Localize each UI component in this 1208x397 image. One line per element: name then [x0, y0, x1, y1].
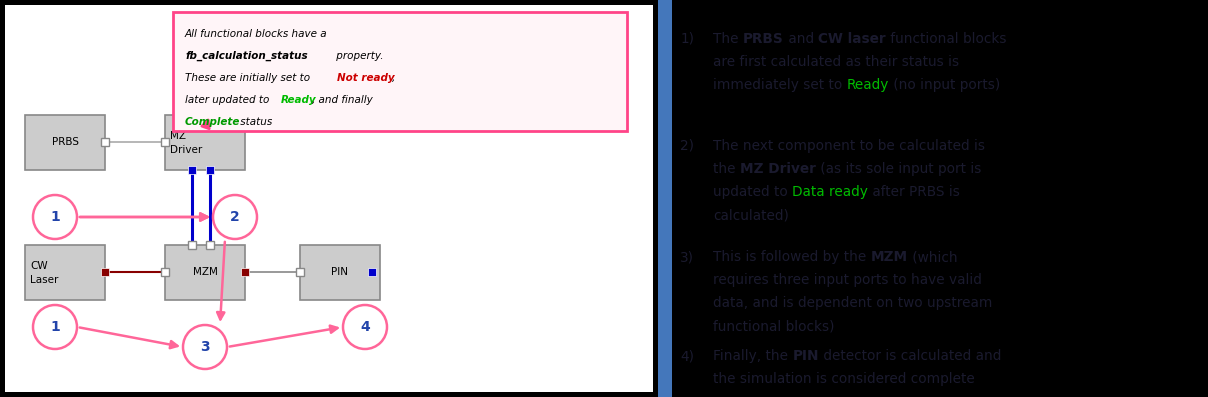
Text: 3: 3 [201, 340, 210, 354]
Text: PIN: PIN [792, 349, 819, 363]
Text: 4): 4) [680, 349, 695, 363]
Bar [188, 241, 196, 249]
Text: MZM: MZM [192, 267, 217, 277]
Text: Complete: Complete [185, 117, 240, 127]
Text: This is followed by the: This is followed by the [713, 250, 871, 264]
Text: are first calculated as their status is: are first calculated as their status is [713, 55, 959, 69]
Text: functional blocks: functional blocks [887, 32, 1006, 46]
Bar [300, 245, 381, 299]
Text: MZM: MZM [871, 250, 908, 264]
Text: CW: CW [30, 261, 47, 271]
Text: the: the [713, 162, 741, 176]
Text: Ready: Ready [847, 78, 889, 92]
Bar [101, 138, 109, 146]
Text: (which: (which [908, 250, 958, 264]
Bar [101, 268, 109, 276]
Bar [165, 245, 245, 299]
Bar [296, 268, 304, 276]
Bar [188, 166, 196, 173]
Bar [368, 268, 376, 276]
Text: The next component to be calculated is: The next component to be calculated is [713, 139, 986, 153]
Text: (no input ports): (no input ports) [889, 78, 1000, 92]
Text: ,: , [393, 73, 395, 83]
Circle shape [213, 195, 257, 239]
Text: data, and is dependent on two upstream: data, and is dependent on two upstream [713, 296, 993, 310]
Bar [25, 245, 105, 299]
Text: PRBS: PRBS [52, 137, 79, 147]
Text: Laser: Laser [30, 275, 58, 285]
Text: the simulation is considered complete: the simulation is considered complete [713, 372, 975, 386]
Bar [161, 138, 169, 146]
Bar [165, 114, 245, 170]
Text: , and finally: , and finally [312, 95, 373, 105]
Text: 1: 1 [50, 210, 60, 224]
FancyBboxPatch shape [173, 12, 627, 131]
Bar [242, 268, 249, 276]
Text: requires three input ports to have valid: requires three input ports to have valid [713, 273, 982, 287]
Text: 4: 4 [360, 320, 370, 334]
Text: and: and [784, 32, 819, 46]
Text: calculated): calculated) [713, 208, 789, 222]
Text: (as its sole input port is: (as its sole input port is [817, 162, 981, 176]
Text: CW laser: CW laser [819, 32, 887, 46]
Text: functional blocks): functional blocks) [713, 319, 835, 333]
Text: updated to: updated to [713, 185, 792, 199]
Text: 3): 3) [680, 250, 695, 264]
Text: These are initially set to: These are initially set to [185, 73, 313, 83]
Text: detector is calculated and: detector is calculated and [819, 349, 1001, 363]
Text: property.: property. [333, 51, 383, 61]
Text: after PRBS is: after PRBS is [869, 185, 960, 199]
Text: MZ Driver: MZ Driver [741, 162, 817, 176]
Text: 2: 2 [231, 210, 240, 224]
Circle shape [182, 325, 227, 369]
Text: MZ: MZ [170, 131, 186, 141]
Text: The: The [713, 32, 743, 46]
Bar [658, 0, 672, 397]
Text: immediately set to: immediately set to [713, 78, 847, 92]
Text: Not ready: Not ready [337, 73, 395, 83]
Text: Finally, the: Finally, the [713, 349, 792, 363]
Text: 2): 2) [680, 139, 695, 153]
Circle shape [343, 305, 387, 349]
Text: Driver: Driver [170, 145, 202, 155]
Text: Data ready: Data ready [792, 185, 869, 199]
Text: 1: 1 [50, 320, 60, 334]
Text: PRBS: PRBS [743, 32, 784, 46]
Circle shape [33, 195, 77, 239]
Text: fb_calculation_status: fb_calculation_status [185, 51, 308, 61]
Text: status: status [237, 117, 272, 127]
Bar [161, 268, 169, 276]
Circle shape [33, 305, 77, 349]
Text: Ready: Ready [281, 95, 316, 105]
Bar [25, 114, 105, 170]
Bar [207, 241, 214, 249]
Text: All functional blocks have a: All functional blocks have a [185, 29, 327, 39]
Text: 1): 1) [680, 32, 695, 46]
Text: PIN: PIN [331, 267, 348, 277]
Bar [207, 166, 214, 173]
Text: later updated to: later updated to [185, 95, 273, 105]
